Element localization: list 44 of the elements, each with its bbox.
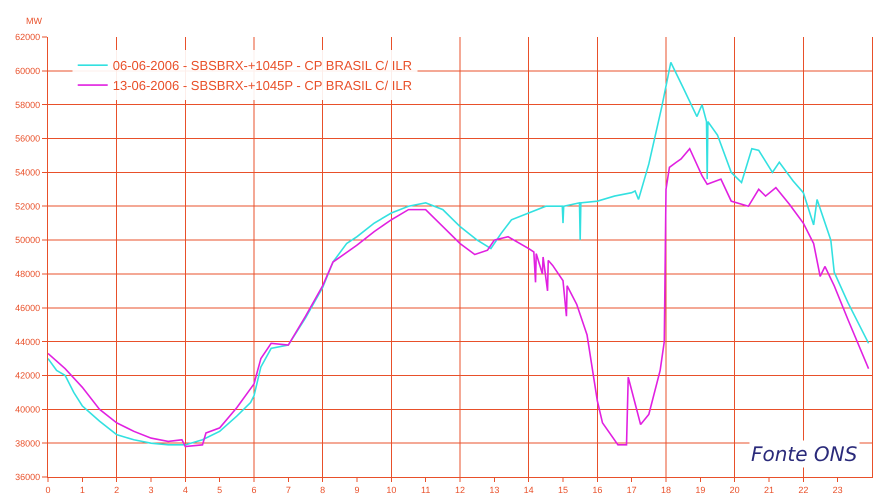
x-tick-label: 16 <box>592 484 602 495</box>
x-tick-label: 22 <box>798 484 808 495</box>
legend-label: 13-06-2006 - SBSBRX-+1045P - CP BRASIL C/ ILR <box>112 78 412 94</box>
y-tick-label: 42000 <box>15 370 40 381</box>
y-tick-label: 46000 <box>15 302 40 313</box>
legend-label: 06-06-2006 - SBSBRX-+1045P - CP BRASIL C/ ILR <box>112 58 412 74</box>
x-tick-label: 7 <box>286 484 291 495</box>
y-tick-label: 50000 <box>15 235 40 246</box>
x-tick-label: 21 <box>764 484 774 495</box>
y-tick-label: 38000 <box>15 438 40 448</box>
x-tick-label: 8 <box>320 484 326 495</box>
y-tick-label: 48000 <box>15 269 40 280</box>
x-tick-label: 19 <box>695 484 706 495</box>
x-tick-label: 9 <box>354 484 360 495</box>
y-tick-label: 36000 <box>15 472 40 482</box>
y-tick-label: 58000 <box>15 100 40 110</box>
line-series <box>48 148 870 448</box>
x-tick-label: 6 <box>251 484 257 495</box>
x-tick-label: 0 <box>45 484 51 495</box>
x-tick-label: 3 <box>148 484 154 495</box>
x-tick-label: 1 <box>80 484 85 495</box>
annotation: Fonte ONS <box>751 442 858 466</box>
x-tick-label: 18 <box>660 484 672 495</box>
y-tick-label: 62000 <box>15 32 40 42</box>
x-tick-label: 11 <box>421 484 430 495</box>
x-tick-label: 17 <box>626 484 637 495</box>
x-tick-label: 15 <box>558 484 568 495</box>
y-tick-label: 40000 <box>15 404 40 414</box>
x-tick-label: 2 <box>114 484 120 495</box>
y-tick-label: 52000 <box>15 201 40 212</box>
x-tick-label: 20 <box>730 484 740 495</box>
x-tick-label: 14 <box>524 484 534 495</box>
x-tick-label: 5 <box>217 484 222 495</box>
x-tick-label: 12 <box>454 484 466 495</box>
line-series <box>48 62 870 446</box>
y-tick-label: 56000 <box>15 134 40 144</box>
x-tick-label: 10 <box>386 484 396 495</box>
x-tick-label: 13 <box>489 484 500 495</box>
y-axis-title: MW <box>26 16 42 26</box>
y-tick-label: 54000 <box>15 168 40 178</box>
x-tick-label: 4 <box>182 484 188 495</box>
y-tick-label: 60000 <box>15 66 40 76</box>
x-tick-label: 23 <box>832 484 843 495</box>
y-tick-label: 44000 <box>15 336 40 347</box>
